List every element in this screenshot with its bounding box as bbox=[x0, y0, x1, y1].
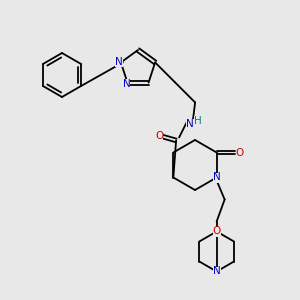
Text: N: N bbox=[115, 57, 123, 68]
Text: N: N bbox=[122, 79, 130, 88]
Text: N: N bbox=[213, 172, 220, 182]
Text: O: O bbox=[212, 226, 221, 236]
Text: H: H bbox=[194, 116, 202, 126]
Text: N: N bbox=[213, 266, 220, 277]
Text: O: O bbox=[155, 131, 163, 141]
Text: N: N bbox=[186, 119, 194, 129]
Text: O: O bbox=[236, 148, 244, 158]
